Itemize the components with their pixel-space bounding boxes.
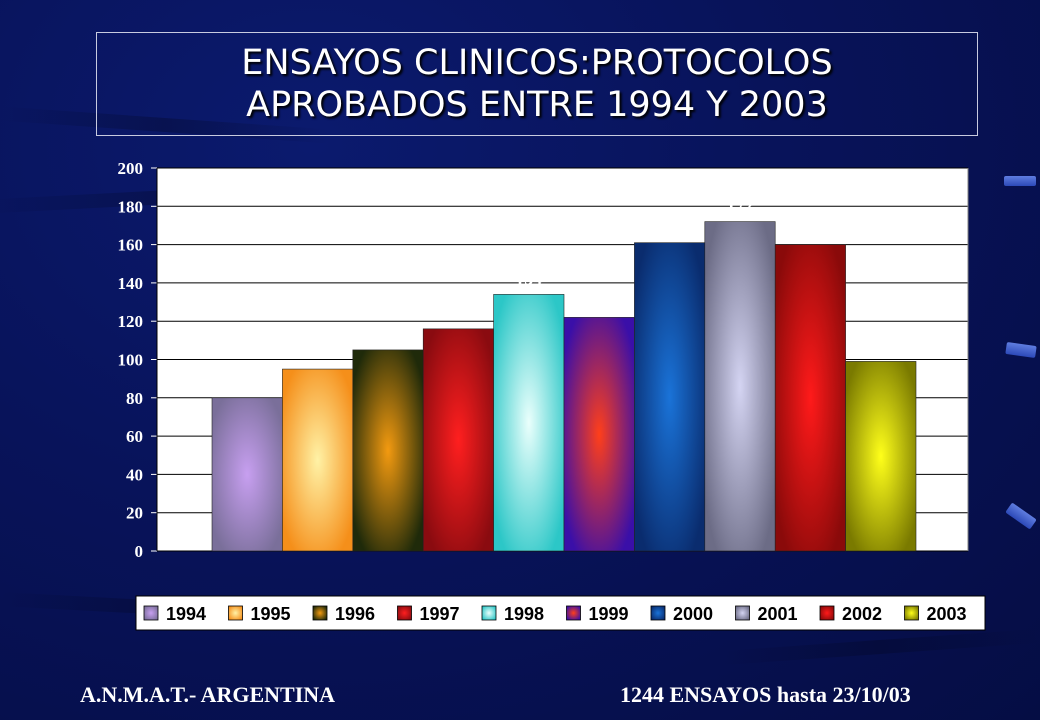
chart-title-line-2: APROBADOS ENTRE 1994 Y 2003 bbox=[246, 85, 828, 125]
y-tick-label: 100 bbox=[118, 351, 144, 370]
y-tick-label: 40 bbox=[126, 465, 143, 484]
bar-1994 bbox=[211, 397, 283, 552]
y-tick-label: 200 bbox=[118, 159, 144, 178]
legend-label-1997: 1997 bbox=[420, 604, 460, 624]
y-tick-label: 20 bbox=[126, 504, 143, 523]
y-tick-label: 120 bbox=[118, 312, 144, 331]
y-tick-label: 60 bbox=[126, 427, 143, 446]
bar-1997 bbox=[422, 328, 494, 552]
data-label-1996: 105 bbox=[375, 324, 402, 344]
legend-swatch-1997 bbox=[397, 605, 412, 621]
legend-swatch-1995 bbox=[228, 605, 243, 621]
title-box: ENSAYOS CLINICOS:PROTOCOLOS APROBADOS EN… bbox=[96, 32, 978, 136]
bar-2000 bbox=[634, 242, 706, 552]
data-label-2002: 160 bbox=[797, 219, 824, 239]
legend-swatch-1999 bbox=[566, 605, 581, 621]
y-tick-label: 180 bbox=[118, 197, 144, 216]
legend-label-1999: 1999 bbox=[589, 604, 629, 624]
legend-label-2000: 2000 bbox=[673, 604, 713, 624]
bar-1996 bbox=[352, 349, 424, 552]
legend-label-1995: 1995 bbox=[251, 604, 291, 624]
bar-1999 bbox=[563, 317, 635, 552]
legend bbox=[135, 595, 986, 631]
legend-label-2002: 2002 bbox=[842, 604, 882, 624]
bar-2001 bbox=[704, 221, 776, 552]
legend-swatch-2002 bbox=[819, 605, 835, 621]
data-label-1997: 116 bbox=[445, 303, 471, 323]
legend-swatch-1996 bbox=[312, 605, 328, 621]
y-tick-label: 160 bbox=[118, 236, 144, 255]
y-tick-label: 140 bbox=[118, 274, 144, 293]
decorative-bar bbox=[1004, 176, 1036, 186]
legend-swatch-1998 bbox=[481, 605, 497, 621]
chart-title-line-1: ENSAYOS CLINICOS:PROTOCOLOS bbox=[241, 43, 833, 83]
legend-label-2001: 2001 bbox=[758, 604, 798, 624]
footer-left: A.N.M.A.T.- ARGENTINA bbox=[80, 682, 336, 707]
bar-2003 bbox=[845, 361, 917, 552]
legend-label-1996: 1996 bbox=[335, 604, 375, 624]
data-label-2003: 99 bbox=[872, 335, 890, 355]
data-label-1998: 134 bbox=[515, 268, 542, 288]
footer-right: 1244 ENSAYOS hasta 23/10/03 bbox=[620, 682, 911, 707]
data-label-1994: 80 bbox=[238, 372, 256, 392]
bar-2002 bbox=[774, 244, 846, 552]
y-tick-label: 0 bbox=[135, 542, 144, 561]
data-label-2001: 172 bbox=[727, 196, 754, 216]
bar-1995 bbox=[282, 368, 354, 552]
data-label-1999: 122 bbox=[586, 291, 613, 311]
legend-swatch-2001 bbox=[735, 605, 750, 621]
data-label-1995: 95 bbox=[309, 343, 327, 363]
legend-swatch-2000 bbox=[650, 605, 666, 621]
legend-label-2003: 2003 bbox=[927, 604, 967, 624]
data-label-2000: 161 bbox=[656, 217, 683, 237]
legend-label-1994: 1994 bbox=[166, 604, 206, 624]
legend-swatch-1994 bbox=[143, 605, 159, 621]
y-tick-label: 80 bbox=[126, 389, 143, 408]
bar-1998 bbox=[493, 294, 565, 552]
legend-label-1998: 1998 bbox=[504, 604, 544, 624]
legend-swatch-2003 bbox=[904, 605, 919, 621]
